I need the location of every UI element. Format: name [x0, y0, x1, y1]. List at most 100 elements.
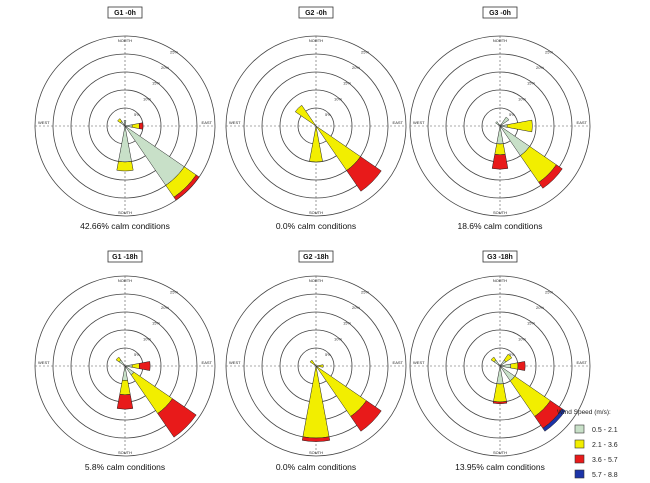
petal-segment	[119, 379, 131, 396]
direction-label: WEST	[38, 120, 50, 125]
petal-segment	[173, 174, 200, 201]
direction-label: EAST	[393, 360, 404, 365]
ring-label: 15%	[527, 321, 535, 326]
direction-label: EAST	[577, 360, 588, 365]
petal-segment	[309, 359, 317, 367]
petal-segment	[138, 122, 144, 130]
direction-label: SOUTH	[118, 450, 132, 455]
ring-label: 20%	[536, 65, 544, 70]
calm-conditions-caption: 42.66% calm conditions	[80, 221, 170, 231]
ring-label: 10%	[143, 96, 151, 101]
ring-label: 25%	[545, 50, 553, 55]
calm-conditions-caption: 18.6% calm conditions	[457, 221, 542, 231]
panel-title-box	[482, 6, 518, 19]
panel-title: G2 -0h	[305, 10, 327, 17]
petal-segment	[116, 161, 134, 172]
petal-segment	[506, 119, 533, 133]
petal-segment	[123, 120, 127, 127]
direction-label: WEST	[229, 360, 241, 365]
petal-segment	[346, 156, 382, 192]
ring-label: 10%	[334, 336, 342, 341]
panel-title: G1 -18h	[112, 254, 138, 261]
petal-segment	[490, 356, 497, 363]
direction-label: WEST	[229, 120, 241, 125]
legend-swatch	[574, 424, 585, 434]
panel-title: G2 -18h	[303, 254, 329, 261]
wind-rose-panel: G2 -18h 5% 10% 15% 20% 25% NORTH SOUTH WEST EAST 0…	[225, 250, 407, 472]
ring-label: 5%	[134, 112, 140, 117]
petal-segment	[309, 125, 323, 163]
panel-title-box	[107, 6, 143, 19]
petal-segment	[503, 353, 513, 363]
petal-segment	[517, 361, 526, 371]
petal-segment	[542, 408, 566, 432]
ring-label: 15%	[152, 81, 160, 86]
petal-segment	[157, 398, 197, 438]
calm-conditions-caption: 0.0% calm conditions	[276, 462, 356, 472]
calm-conditions-caption: 13.95% calm conditions	[455, 462, 545, 472]
wind-rose-panel: G3 -18h 5% 10% 15% 20% 25% NORTH SOUTH WEST EAST 1…	[409, 250, 591, 472]
direction-label: SOUTH	[493, 450, 507, 455]
ring-label: 10%	[143, 336, 151, 341]
calm-conditions-caption: 5.8% calm conditions	[85, 462, 165, 472]
wind-rose-panel: G1 -0h 5% 10% 15% 20% 25% NORTH SOUTH WEST EAST 42…	[34, 6, 216, 231]
direction-label: NORTH	[309, 38, 323, 43]
petal-segment	[315, 125, 361, 171]
legend-swatch	[574, 454, 585, 464]
panel-title: G3 -18h	[487, 254, 513, 261]
ring-label: 15%	[152, 321, 160, 326]
ring-label: 5%	[325, 112, 331, 117]
legend-swatch	[574, 469, 585, 479]
direction-label: WEST	[413, 360, 425, 365]
direction-label: SOUTH	[309, 450, 323, 455]
legend-label: 3.6 - 5.7	[592, 457, 618, 464]
ring-label: 25%	[170, 50, 178, 55]
panel-title-box	[298, 250, 334, 263]
legend-label: 5.7 - 8.8	[592, 472, 618, 479]
petal-segment	[350, 400, 382, 432]
direction-label: NORTH	[309, 278, 323, 283]
direction-label: NORTH	[118, 38, 132, 43]
direction-label: NORTH	[118, 278, 132, 283]
panel-title: G1 -0h	[114, 10, 136, 17]
ring-label: 15%	[343, 321, 351, 326]
direction-label: SOUTH	[118, 210, 132, 215]
petal-segment	[115, 356, 122, 363]
ring-label: 15%	[527, 81, 535, 86]
wind-rose-panel: G2 -0h 5% 10% 15% 20% 25% NORTH SOUTH WEST EAST 0.…	[225, 6, 407, 231]
ring-label: 10%	[518, 96, 526, 101]
panel-title-box	[107, 250, 143, 263]
direction-label: NORTH	[493, 278, 507, 283]
petal-segment	[315, 364, 324, 368]
direction-label: SOUTH	[309, 210, 323, 215]
ring-label: 25%	[361, 50, 369, 55]
ring-label: 20%	[352, 305, 360, 310]
panel-title: G3 -0h	[489, 10, 511, 17]
petal-segment	[538, 164, 563, 189]
petal-segment	[494, 143, 506, 156]
wind-speed-legend: Wind Speed (m/s): 0.5 - 2.1 2.1 - 3.6 3.6 …	[557, 409, 618, 479]
ring-label: 20%	[352, 65, 360, 70]
ring-label: 20%	[161, 65, 169, 70]
direction-label: EAST	[577, 120, 588, 125]
petal-segment	[138, 361, 151, 371]
petal-segment	[301, 436, 331, 442]
ring-label: 5%	[509, 112, 515, 117]
ring-label: 20%	[536, 305, 544, 310]
ring-label: 25%	[170, 290, 178, 295]
calm-conditions-caption: 0.0% calm conditions	[276, 221, 356, 231]
panel-title-box	[298, 6, 334, 19]
panel-title-box	[482, 250, 518, 263]
direction-label: SOUTH	[493, 210, 507, 215]
direction-label: NORTH	[493, 38, 507, 43]
ring-label: 25%	[545, 290, 553, 295]
petal-segment	[131, 363, 140, 369]
petal-segment	[116, 394, 134, 410]
ring-label: 5%	[134, 352, 140, 357]
legend-label: 2.1 - 3.6	[592, 442, 618, 449]
direction-label: EAST	[202, 120, 213, 125]
petal-segment	[117, 118, 123, 124]
ring-label: 5%	[509, 352, 515, 357]
ring-label: 10%	[518, 336, 526, 341]
